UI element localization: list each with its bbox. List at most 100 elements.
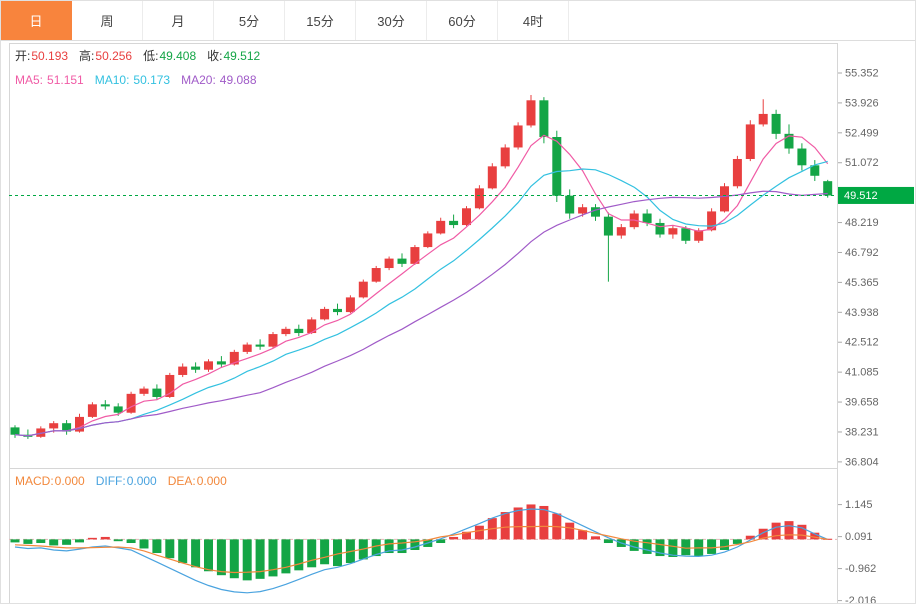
candle-body — [758, 113, 768, 125]
candle-body — [320, 308, 330, 320]
candle-body — [707, 211, 717, 231]
candle-body — [732, 159, 742, 187]
ma10-line — [14, 160, 828, 437]
tab-day[interactable]: 日 — [1, 1, 72, 40]
candle-body — [603, 216, 613, 236]
price-tick-label: 48.219 — [845, 217, 879, 229]
tab-month[interactable]: 月 — [143, 1, 214, 40]
open-value: 50.193 — [31, 49, 69, 63]
candle-body — [152, 388, 162, 397]
candle-body — [126, 393, 136, 413]
candle-body — [49, 423, 59, 429]
candle-body — [565, 195, 575, 214]
price-tick-label: 36.804 — [845, 456, 879, 468]
macd-value: 0.000 — [54, 474, 85, 488]
candle-body — [204, 361, 213, 370]
candle-body — [87, 404, 97, 417]
close-readout: 收:49.512 — [207, 49, 260, 63]
macd-bar — [320, 539, 330, 565]
tab-30min[interactable]: 30分 — [356, 1, 427, 40]
ma-readout: MA5: 51.151 MA10: 50.173 MA20: 49.088 — [15, 73, 257, 87]
candle-body — [462, 208, 471, 226]
macd-bar — [810, 532, 820, 540]
macd-bar — [191, 539, 201, 568]
tab-4hour[interactable]: 4时 — [498, 1, 569, 40]
candle-body — [436, 220, 446, 234]
candle-body — [423, 233, 433, 248]
ma20-label: MA20: — [181, 73, 216, 87]
candle-body — [75, 416, 84, 432]
macd-bar — [565, 522, 575, 540]
macd-bar — [539, 505, 549, 540]
price-tick-label: 53.926 — [845, 97, 879, 109]
candle-body — [139, 388, 149, 394]
macd-tick-label: 1.145 — [845, 499, 873, 511]
macd-bar — [49, 539, 59, 546]
macd-bar — [87, 537, 97, 540]
open-label: 开: — [15, 49, 31, 63]
dea-value: 0.000 — [196, 474, 227, 488]
tab-60min[interactable]: 60分 — [427, 1, 498, 40]
macd-bar — [668, 539, 678, 557]
ma5-line — [14, 134, 829, 437]
candle-body — [191, 366, 201, 370]
ma5-value: 51.151 — [47, 73, 84, 87]
current-price-tag — [838, 186, 914, 204]
ma20-readout: MA20: 49.088 — [181, 73, 256, 87]
candle-body — [616, 227, 626, 236]
candle-body — [255, 344, 265, 347]
close-value: 49.512 — [223, 49, 261, 63]
current-price-value: 49.512 — [844, 190, 878, 202]
candle-body — [178, 366, 188, 375]
macd-bar — [745, 535, 755, 540]
candle-body — [242, 344, 252, 352]
close-label: 收: — [207, 49, 223, 63]
candle-body — [384, 258, 394, 269]
price-tick-label: 39.658 — [845, 397, 879, 409]
candle-body — [62, 423, 72, 432]
low-label: 低: — [143, 49, 159, 63]
macd-bar — [268, 539, 278, 577]
candle-body — [100, 404, 110, 407]
candle-body — [410, 247, 420, 264]
macd-bar — [62, 539, 72, 545]
macd-bar — [449, 536, 459, 540]
candle-body — [539, 100, 549, 137]
ma20-line — [14, 190, 828, 437]
candle-body — [10, 427, 20, 435]
macd-bar — [139, 539, 149, 549]
macd-bar — [655, 539, 665, 557]
tab-15min[interactable]: 15分 — [285, 1, 356, 40]
low-value: 49.408 — [159, 49, 197, 63]
ma10-readout: MA10: 50.173 — [95, 73, 170, 87]
price-tick-label: 45.365 — [845, 277, 879, 289]
macd-bar — [165, 539, 175, 559]
dea-value-readout: DEA:0.000 — [168, 474, 227, 488]
candle-body — [526, 100, 536, 126]
macd-tick-label: 0.091 — [845, 531, 873, 543]
tab-5min[interactable]: 5分 — [214, 1, 285, 40]
diff-value-readout: DIFF:0.000 — [96, 474, 157, 488]
candle-body — [307, 319, 317, 334]
candle-body — [165, 374, 175, 397]
tab-week[interactable]: 周 — [72, 1, 143, 40]
macd-bar — [10, 539, 20, 543]
candle-body — [823, 181, 833, 196]
candle-body — [797, 148, 807, 166]
high-label: 高: — [79, 49, 95, 63]
candle-body — [694, 230, 704, 241]
macd-bar — [797, 524, 807, 540]
price-tick-label: 52.499 — [845, 127, 879, 139]
macd-plot-border — [9, 468, 838, 603]
candle-body — [216, 361, 226, 365]
macd-bar — [681, 539, 691, 556]
macd-bar — [758, 528, 768, 540]
candle-body — [474, 188, 484, 209]
macd-bar — [642, 539, 652, 554]
candle-body — [591, 207, 600, 217]
candle-body — [578, 207, 588, 214]
high-value: 50.256 — [95, 49, 133, 63]
macd-bar — [474, 525, 484, 540]
